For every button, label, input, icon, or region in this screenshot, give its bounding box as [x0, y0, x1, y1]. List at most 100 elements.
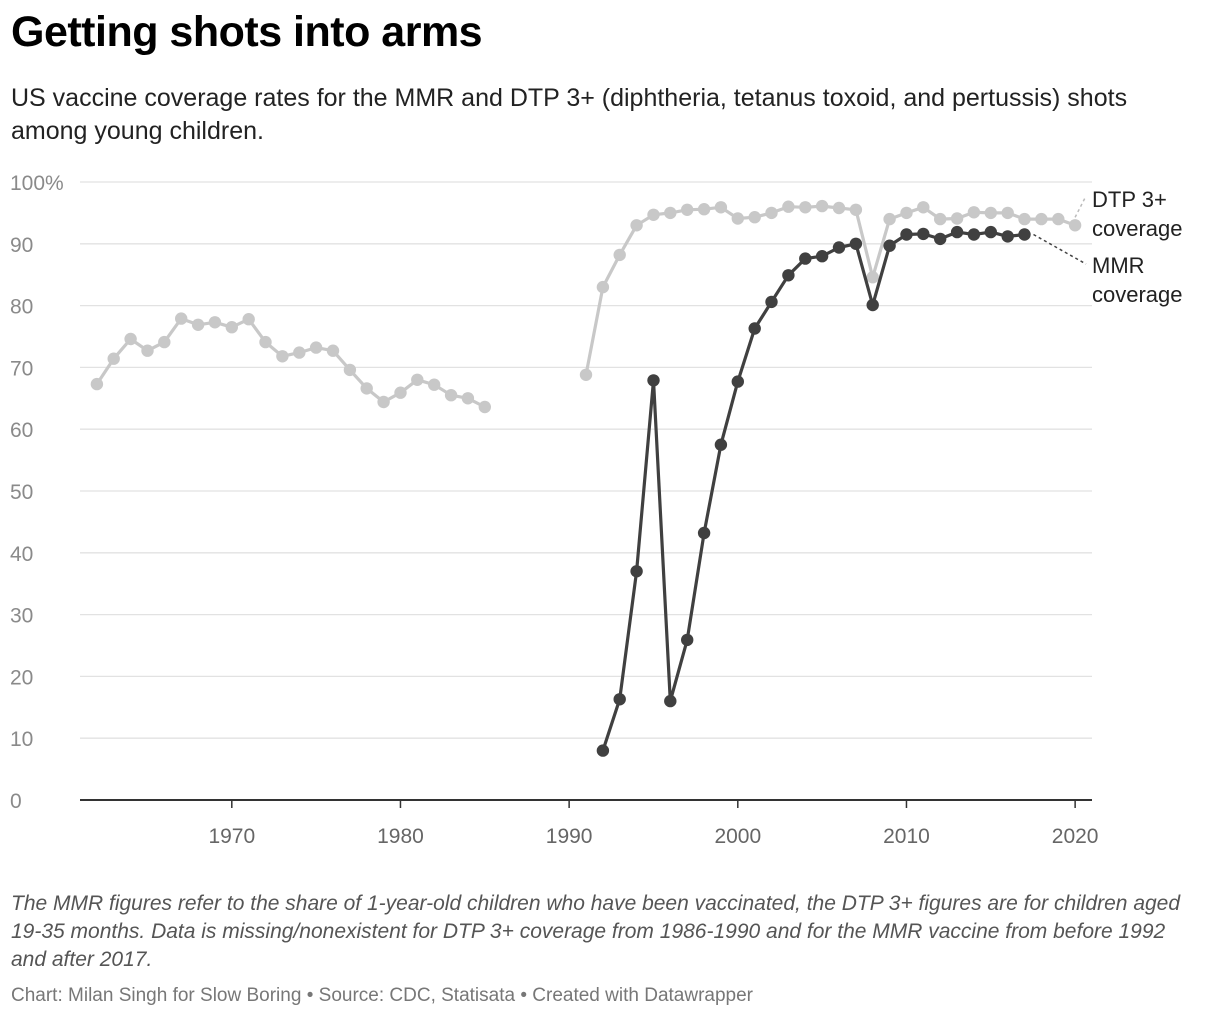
y-tick-label: 50 [10, 481, 33, 504]
dtp-point [326, 344, 340, 357]
mmr-point [967, 228, 981, 241]
dtp-point [967, 206, 981, 219]
dtp-point [883, 212, 896, 226]
y-tick-label: 90 [10, 234, 33, 257]
dtp-point [1018, 212, 1031, 226]
dtp-point [461, 392, 475, 405]
dtp-point [141, 344, 154, 357]
mmr-point [630, 565, 643, 578]
mmr-point [765, 295, 778, 309]
mmr-point [714, 438, 728, 451]
x-tick-label: 2010 [883, 825, 930, 848]
mmr-point [647, 374, 660, 387]
dtp-point [832, 201, 846, 215]
dtp-point [208, 316, 222, 329]
dtp-point [343, 363, 357, 377]
y-tick-label: 60 [10, 419, 33, 442]
dtp-point [765, 206, 778, 220]
dtp-point [748, 211, 761, 224]
dtp-point [1052, 212, 1065, 226]
dtp-point [866, 271, 879, 284]
mmr-series-label-line: MMR [1092, 253, 1145, 278]
dtp-label-leader [1074, 195, 1087, 218]
mmr-point [782, 269, 795, 282]
chart-title: Getting shots into arms [11, 8, 483, 56]
series-layer [90, 199, 1082, 757]
credit-source: Source: CDC, Statisata [318, 985, 516, 1006]
dtp-point [917, 201, 930, 214]
mmr-series-label: MMR coverage [1092, 253, 1183, 307]
axes: 0 10 20 30 40 50 60 70 80 90 100% 1970 1980 1990 2000 2… [10, 172, 1098, 848]
chart-subtitle: US vaccine coverage rates for the MMR an… [11, 84, 1128, 145]
y-tick-label: 40 [10, 543, 33, 566]
dtp-point [1001, 206, 1014, 220]
mmr-point [799, 252, 812, 265]
dtp-point [428, 378, 441, 391]
chart-credit: Chart: Milan Singh for Slow Boring • Sou… [11, 985, 753, 1007]
dtp-point [191, 318, 205, 331]
dtp-point [984, 206, 997, 220]
mmr-point [596, 744, 610, 757]
dtp-point [478, 400, 491, 414]
dtp-point [360, 382, 373, 395]
dtp-line [584, 204, 1076, 376]
dtp-point [579, 368, 593, 381]
dtp-series-label-line: coverage [1092, 216, 1183, 241]
dtp-series-label-line: DTP 3+ [1092, 187, 1167, 212]
dtp-point [782, 200, 795, 213]
dtp-point [444, 389, 458, 402]
dtp-point [158, 335, 171, 349]
dtp-point [630, 219, 643, 232]
dtp-point [175, 312, 188, 325]
credit-author: Chart: Milan Singh for Slow Boring [11, 985, 302, 1006]
mmr-point [849, 237, 863, 250]
dtp-point [596, 280, 610, 294]
mmr-point [866, 298, 879, 312]
dtp-point [259, 335, 272, 349]
mmr-point [664, 694, 677, 708]
dtp-point [934, 212, 947, 226]
dtp-point [664, 206, 677, 220]
x-tick-label: 1970 [208, 825, 255, 848]
dtp-point [799, 201, 812, 214]
dtp-point [394, 386, 407, 399]
dtp-point [293, 346, 306, 359]
x-tick-label: 1980 [377, 825, 424, 848]
mmr-point [950, 225, 964, 239]
dtp-point [731, 212, 744, 225]
mmr-point [900, 228, 913, 241]
mmr-point [883, 239, 896, 252]
chart-notes: The MMR figures refer to the share of 1-… [11, 892, 1181, 971]
dtp-point [411, 373, 424, 386]
mmr-label-leader [1033, 233, 1087, 265]
dtp-point [225, 321, 238, 334]
x-tick-label: 1990 [546, 825, 593, 848]
mmr-point [697, 526, 711, 540]
dtp-point [242, 313, 255, 326]
mmr-point [731, 375, 744, 388]
mmr-point [917, 227, 930, 241]
y-tick-label: 100% [10, 172, 64, 195]
dtp-point [309, 341, 323, 354]
y-tick-label: 20 [10, 666, 33, 689]
mmr-point [984, 225, 997, 239]
dtp-series-label: DTP 3+ coverage [1092, 187, 1183, 241]
x-tick-label: 2020 [1052, 825, 1099, 848]
y-tick-label: 30 [10, 605, 33, 628]
mmr-point [1001, 230, 1014, 243]
y-tick-label: 10 [10, 728, 33, 751]
dtp-line [95, 317, 486, 409]
x-tick-label: 2000 [714, 825, 761, 848]
dtp-point [1068, 219, 1082, 232]
mmr-point [832, 241, 846, 254]
dtp-point [124, 332, 137, 346]
credit-separator-2: • [515, 985, 533, 1006]
dtp-point [276, 350, 289, 363]
dtp-point [90, 377, 104, 391]
series-labels: DTP 3+ coverage MMR coverage [1033, 187, 1183, 307]
dtp-point [377, 395, 390, 409]
dtp-point [107, 352, 120, 365]
mmr-point [815, 250, 829, 263]
dtp-point [950, 212, 964, 225]
